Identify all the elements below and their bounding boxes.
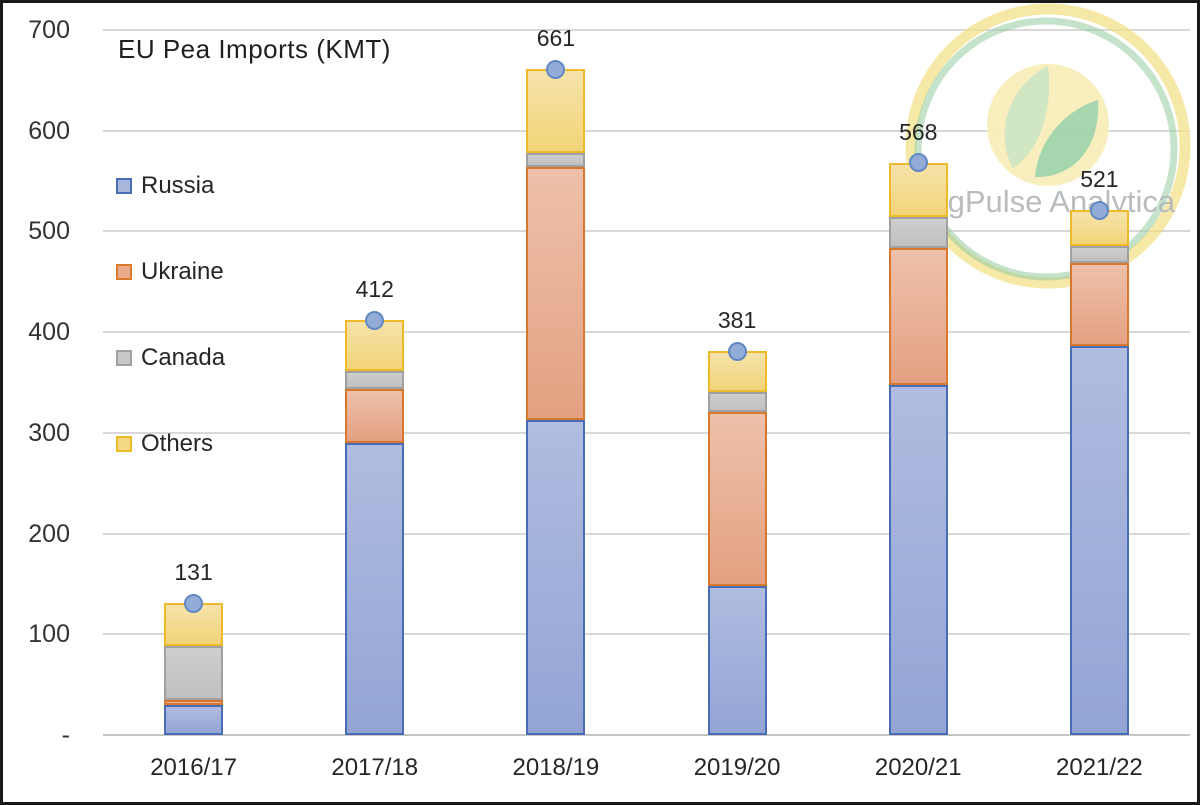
- bar-segment-canada: [345, 371, 405, 389]
- bar-segment-canada: [888, 217, 948, 248]
- gridline: [103, 129, 1190, 132]
- bar-segment-others: [526, 69, 586, 153]
- gridline: [103, 633, 1190, 636]
- legend-label: Canada: [141, 344, 226, 371]
- x-tick-label: 2020/21: [874, 754, 962, 781]
- total-data-label: 661: [536, 25, 576, 52]
- x-tick-label: 2016/17: [150, 754, 237, 781]
- total-marker: [908, 153, 928, 173]
- bar-segment-russia: [345, 442, 405, 735]
- legend-swatch-icon: [116, 350, 132, 366]
- total-data-label: 521: [1080, 166, 1119, 193]
- total-marker: [184, 593, 204, 613]
- bar-segment-canada: [707, 391, 767, 412]
- bar-segment-russia: [888, 384, 948, 735]
- watermark-text: AgPulse Analytica: [927, 184, 1176, 219]
- total-data-label: 412: [355, 276, 394, 303]
- bar-segment-russia: [526, 419, 586, 735]
- bar-segment-ukraine: [526, 166, 586, 420]
- bar-segment-ukraine: [164, 699, 224, 705]
- legend-item-others: Others: [116, 430, 225, 458]
- bar-segment-russia: [707, 585, 767, 735]
- y-tick-label: 700: [28, 16, 70, 44]
- chart-title: EU Pea Imports (KMT): [118, 34, 391, 64]
- bar-segment-russia: [1069, 346, 1129, 735]
- gridline: [103, 331, 1190, 334]
- watermark-inner-ring-icon: [914, 17, 1178, 281]
- bar-segment-canada: [164, 646, 224, 700]
- bar-segment-canada: [526, 152, 586, 167]
- legend-item-ukraine: Ukraine: [116, 258, 225, 286]
- y-tick-label: 100: [28, 620, 70, 649]
- legend-label: Russia: [141, 172, 215, 199]
- total-data-label: 568: [899, 118, 938, 145]
- leaf-icon: [1004, 66, 1050, 168]
- gridline: [103, 532, 1190, 535]
- bar-segment-ukraine: [888, 247, 948, 385]
- gridline: [103, 29, 1190, 31]
- gridline: [103, 431, 1190, 434]
- total-marker: [546, 59, 566, 79]
- y-tick-label: 500: [28, 217, 70, 246]
- bar-segment-canada: [1069, 245, 1129, 263]
- total-marker: [1089, 200, 1109, 220]
- total-data-label: 131: [174, 559, 213, 586]
- bar-segment-ukraine: [1069, 262, 1129, 347]
- y-tick-label: 200: [28, 519, 70, 548]
- y-tick-label: 400: [28, 318, 70, 347]
- bar-segment-ukraine: [345, 388, 405, 443]
- x-tick-label: 2018/19: [512, 754, 600, 781]
- gridline: [103, 230, 1190, 233]
- x-tick-label: 2019/20: [693, 754, 781, 781]
- total-data-label: 381: [717, 307, 757, 334]
- legend-item-canada: Canada: [116, 344, 225, 372]
- total-marker: [727, 341, 747, 361]
- leaf-icon: [1035, 100, 1099, 178]
- bar-segment-ukraine: [707, 411, 767, 586]
- y-tick-label: -: [61, 721, 70, 749]
- y-tick-label: 600: [28, 116, 70, 145]
- legend-item-russia: Russia: [116, 172, 225, 200]
- watermark-outer-ring-icon: [905, 3, 1191, 289]
- legend-swatch-icon: [116, 178, 132, 194]
- x-tick-label: 2017/18: [331, 754, 419, 781]
- legend-label: Others: [141, 430, 214, 457]
- y-tick-label: 300: [28, 418, 70, 447]
- legend-swatch-icon: [116, 264, 132, 280]
- legend: Russia Ukraine Canada Others: [116, 172, 225, 516]
- total-marker: [365, 310, 385, 330]
- x-tick-label: 2021/22: [1056, 754, 1143, 781]
- legend-label: Ukraine: [141, 258, 224, 285]
- bar-segment-russia: [164, 704, 224, 735]
- gridline: [103, 734, 1190, 736]
- legend-swatch-icon: [116, 436, 132, 452]
